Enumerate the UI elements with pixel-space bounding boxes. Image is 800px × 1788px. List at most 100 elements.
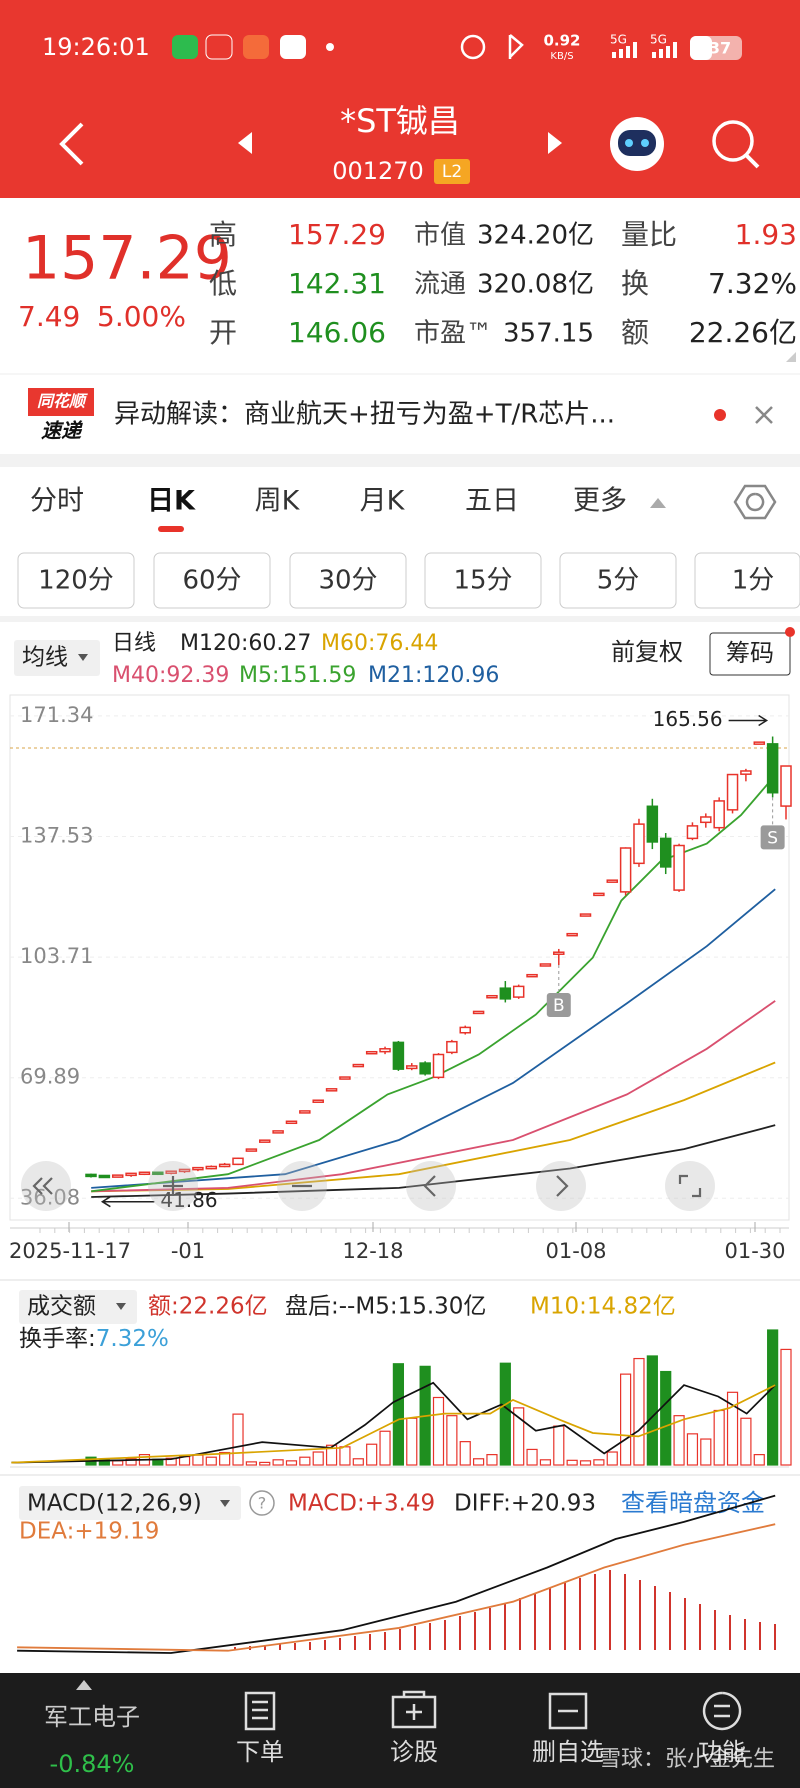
candle-body xyxy=(526,973,538,978)
net-speed: 0.92 xyxy=(543,32,580,50)
quote-value: 142.31 xyxy=(288,267,386,300)
volume-bar xyxy=(205,1456,217,1466)
ma-legend-item: M5:151.59 xyxy=(239,663,356,688)
news-text[interactable]: 异动解读：商业航天+扭亏为盈+T/R芯片... xyxy=(114,400,615,430)
level-badge xyxy=(434,159,470,184)
quote-value: 7.32% xyxy=(708,267,797,300)
candle-body xyxy=(619,847,632,893)
volume-bar xyxy=(686,1433,699,1466)
candle-body xyxy=(780,765,792,807)
tab[interactable]: 分时 xyxy=(30,486,84,517)
next-stock[interactable] xyxy=(548,132,562,154)
adjust[interactable]: 前复权 xyxy=(611,638,683,666)
nav-item[interactable]: 诊股 xyxy=(390,1738,438,1766)
zoom-button[interactable] xyxy=(21,1161,71,1211)
settings-icon[interactable] xyxy=(733,484,777,520)
candle-body xyxy=(192,1166,204,1171)
ma-legend-item: M40:92.39 xyxy=(112,663,229,688)
buy-mark-text: B xyxy=(553,996,565,1016)
interval-button[interactable] xyxy=(289,552,407,609)
candle-body xyxy=(740,770,752,775)
bottom-nav xyxy=(0,1673,800,1788)
macd-selector[interactable] xyxy=(19,1486,241,1520)
interval-button[interactable] xyxy=(694,552,800,609)
net-unit: KB/S xyxy=(550,51,573,62)
candle-body xyxy=(111,1174,124,1178)
quote-label: 市值 xyxy=(414,221,466,251)
chips-button[interactable] xyxy=(709,632,791,676)
candle-body xyxy=(753,741,766,745)
candle-body xyxy=(766,743,779,794)
candle-body xyxy=(566,932,578,937)
interval-button[interactable] xyxy=(559,552,677,609)
sector-change: -0.84% xyxy=(50,1750,135,1778)
high-label: 165.56 xyxy=(653,707,723,731)
ma21-line xyxy=(91,888,776,1189)
tab[interactable]: 更多 xyxy=(573,486,627,517)
interval-label: 5分 xyxy=(597,566,640,596)
turnover-label: 换手率: xyxy=(19,1326,96,1352)
status-time: 19:26:01 xyxy=(42,33,150,61)
volume-bar xyxy=(392,1363,405,1466)
dropdown-arrow xyxy=(78,654,88,661)
candle-body xyxy=(205,1165,218,1170)
interval-button[interactable] xyxy=(424,552,542,609)
volume-bar xyxy=(606,1451,618,1466)
interval-button[interactable] xyxy=(17,552,135,609)
gap xyxy=(0,616,800,622)
tab[interactable]: 月K xyxy=(360,486,406,517)
back-button[interactable] xyxy=(59,122,84,166)
dropdown-arrow xyxy=(116,1303,126,1310)
nav-item[interactable]: 下单 xyxy=(236,1738,284,1766)
candle-body xyxy=(285,1120,298,1125)
candle-body xyxy=(312,1099,324,1103)
candle-body xyxy=(85,1173,97,1178)
candle-body xyxy=(593,892,605,897)
volume-bar xyxy=(753,1454,765,1466)
macd-selector-text: MACD(12,26,9) xyxy=(27,1491,202,1517)
candle-body xyxy=(379,1048,391,1053)
zoom-button[interactable] xyxy=(406,1161,456,1211)
sector-arrow xyxy=(76,1680,92,1690)
chips-dot xyxy=(785,627,795,637)
sell-mark-text: S xyxy=(767,828,778,848)
tab[interactable]: 周K xyxy=(255,486,301,517)
search-icon[interactable] xyxy=(712,120,754,162)
tab[interactable]: 五日 xyxy=(465,486,519,517)
volume-bar xyxy=(232,1413,244,1466)
tab-underline xyxy=(158,526,184,532)
interval-label: 1分 xyxy=(732,566,775,596)
ma-legend-item: M21:120.96 xyxy=(368,663,499,688)
volume-bar xyxy=(245,1461,257,1466)
volume-selector[interactable] xyxy=(19,1290,137,1324)
nav-item[interactable]: 功能 xyxy=(698,1738,746,1766)
ma-selector[interactable] xyxy=(14,640,100,676)
tab[interactable]: 日K xyxy=(147,486,196,517)
volume-bar xyxy=(620,1373,632,1466)
icon-diagnose xyxy=(391,1690,437,1729)
x-tick-label: 2025-11-17 xyxy=(9,1239,131,1263)
quote-value: 324.20亿 xyxy=(477,221,594,251)
help-icon[interactable] xyxy=(249,1490,275,1516)
prev-stock[interactable] xyxy=(238,132,252,154)
sector-name[interactable]: 军工电子 xyxy=(44,1703,140,1731)
nav-items: 下单 诊股 删自选 功能 xyxy=(236,1738,746,1766)
volume-bar xyxy=(539,1459,552,1466)
candle-body xyxy=(432,1053,445,1079)
quote-value: 146.06 xyxy=(288,316,386,349)
zoom-button[interactable] xyxy=(665,1161,715,1211)
candle-body xyxy=(325,1088,338,1092)
more-arrow xyxy=(650,498,666,508)
close-news[interactable] xyxy=(755,406,773,424)
candle-body xyxy=(245,1148,258,1152)
volume-bar xyxy=(553,1425,565,1466)
interval-button[interactable] xyxy=(153,552,271,609)
volume-bar xyxy=(660,1370,672,1466)
robot-eye xyxy=(625,139,633,147)
tabs: 分时 日K 周K 月K 五日 更多 xyxy=(30,484,777,532)
interval-buttons: 120分 60分 30分 15分 5分 1分 xyxy=(17,552,800,609)
dark-pool-link[interactable]: 查看暗盘资金 xyxy=(621,1489,765,1517)
nav-item[interactable]: 删自选 xyxy=(532,1738,604,1766)
zoom-button[interactable] xyxy=(536,1161,586,1211)
